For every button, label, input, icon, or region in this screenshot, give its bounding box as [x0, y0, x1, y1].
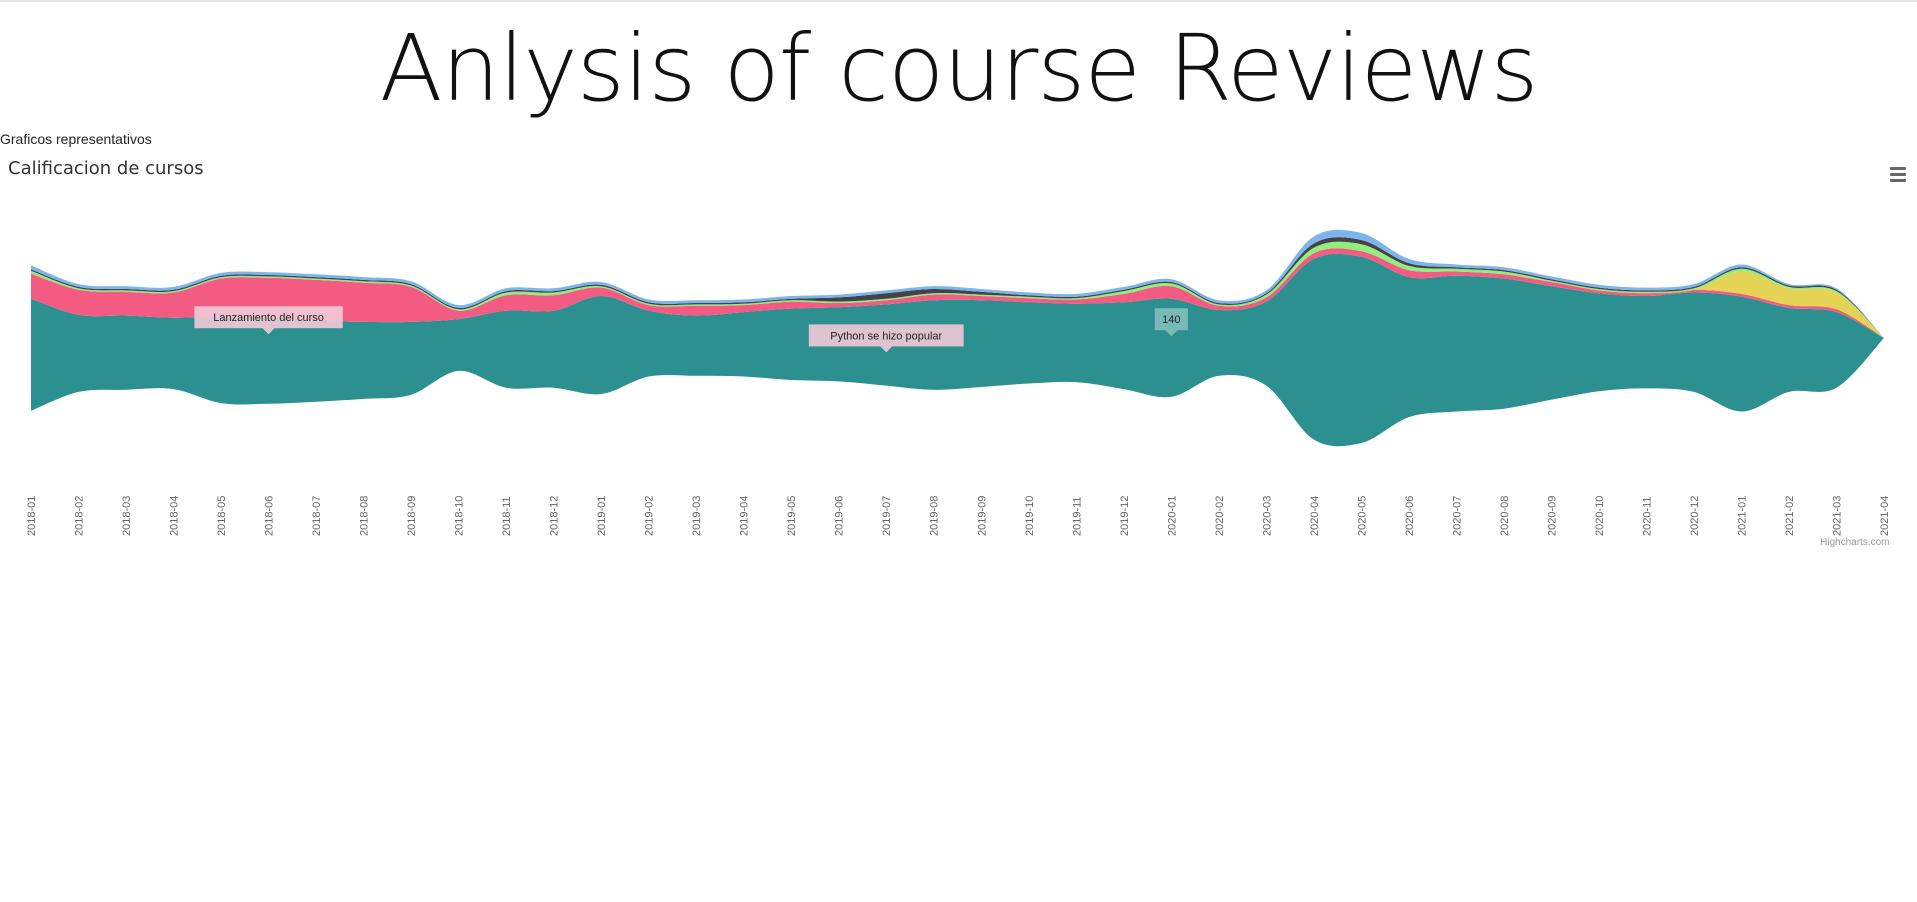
x-tick-label: 2019-06 — [834, 496, 846, 536]
x-tick-label: 2018-06 — [264, 496, 276, 536]
x-tick-label: 2019-02 — [644, 496, 656, 536]
streamgraph-chart: 2018-01 2018-02 2018-03 2018-04 2018-05 2018-… — [26, 229, 1891, 536]
x-tick-label: 2018-02 — [74, 496, 86, 536]
x-tick-label: 2020-04 — [1309, 496, 1321, 536]
x-tick-label: 2020-02 — [1214, 496, 1226, 536]
highcharts-credit-link[interactable]: Highcharts.com — [1820, 537, 1890, 548]
x-tick-label: 2021-04 — [1879, 496, 1891, 536]
svg-text:Lanzamiento del curso: Lanzamiento del curso — [213, 312, 324, 324]
x-tick-label: 2019-12 — [1119, 496, 1131, 536]
x-tick-label: 2019-10 — [1024, 496, 1036, 536]
x-tick-label: 2018-11 — [501, 496, 513, 536]
x-tick-label: 2019-01 — [596, 496, 608, 536]
x-tick-label: 2019-08 — [929, 496, 941, 536]
x-tick-label: 2019-03 — [691, 496, 703, 536]
chart-container: 2018-01 2018-02 2018-03 2018-04 2018-05 2018-… — [0, 150, 1917, 560]
x-tick-label: 2020-06 — [1404, 496, 1416, 536]
x-tick-label: 2021-03 — [1831, 496, 1843, 536]
hamburger-menu-icon[interactable] — [1886, 164, 1910, 184]
x-tick-label: 2021-01 — [1736, 496, 1748, 536]
x-tick-label: 2019-05 — [786, 496, 798, 536]
x-tick-label: 2020-11 — [1641, 496, 1653, 536]
x-tick-label: 2020-08 — [1499, 496, 1511, 536]
x-tick-label: 2019-11 — [1071, 496, 1083, 536]
x-tick-label: 2018-01 — [26, 496, 38, 536]
x-tick-label: 2020-09 — [1546, 496, 1558, 536]
stream-series-1[interactable] — [31, 253, 1884, 447]
x-tick-label: 2019-07 — [881, 496, 893, 536]
annotation-label: Python se hizo popular — [808, 324, 964, 353]
x-tick-label: 2020-07 — [1451, 496, 1463, 536]
top-rule — [0, 0, 1917, 2]
x-tick-label: 2020-03 — [1261, 496, 1273, 536]
svg-text:140: 140 — [1162, 314, 1180, 326]
x-tick-label: 2018-10 — [454, 496, 466, 536]
x-tick-label: 2021-02 — [1784, 496, 1796, 536]
x-tick-label: 2018-05 — [216, 496, 228, 536]
page-title: Anlysis of course Reviews — [379, 15, 1539, 122]
svg-text:Python se hizo popular: Python se hizo popular — [830, 330, 942, 342]
section-subtitle: Graficos representativos — [0, 131, 152, 147]
x-tick-label: 2019-09 — [976, 496, 988, 536]
x-tick-label: 2018-12 — [549, 496, 561, 536]
x-tick-label: 2020-12 — [1689, 496, 1701, 536]
chart-title: Calificacion de cursos — [8, 158, 204, 179]
x-tick-label: 2020-01 — [1166, 496, 1178, 536]
x-tick-label: 2018-09 — [406, 496, 418, 536]
x-tick-label: 2020-05 — [1356, 496, 1368, 536]
x-tick-label: 2019-04 — [739, 496, 751, 536]
x-tick-label: 2018-03 — [121, 496, 133, 536]
x-tick-label: 2020-10 — [1594, 496, 1606, 536]
x-tick-label: 2018-04 — [169, 496, 181, 536]
annotation-label: Lanzamiento del curso — [194, 306, 343, 335]
x-tick-label: 2018-07 — [311, 496, 323, 536]
stream-series-2[interactable] — [31, 248, 1884, 338]
annotation-label: 140 — [1154, 308, 1188, 337]
x-tick-label: 2018-08 — [359, 496, 371, 536]
